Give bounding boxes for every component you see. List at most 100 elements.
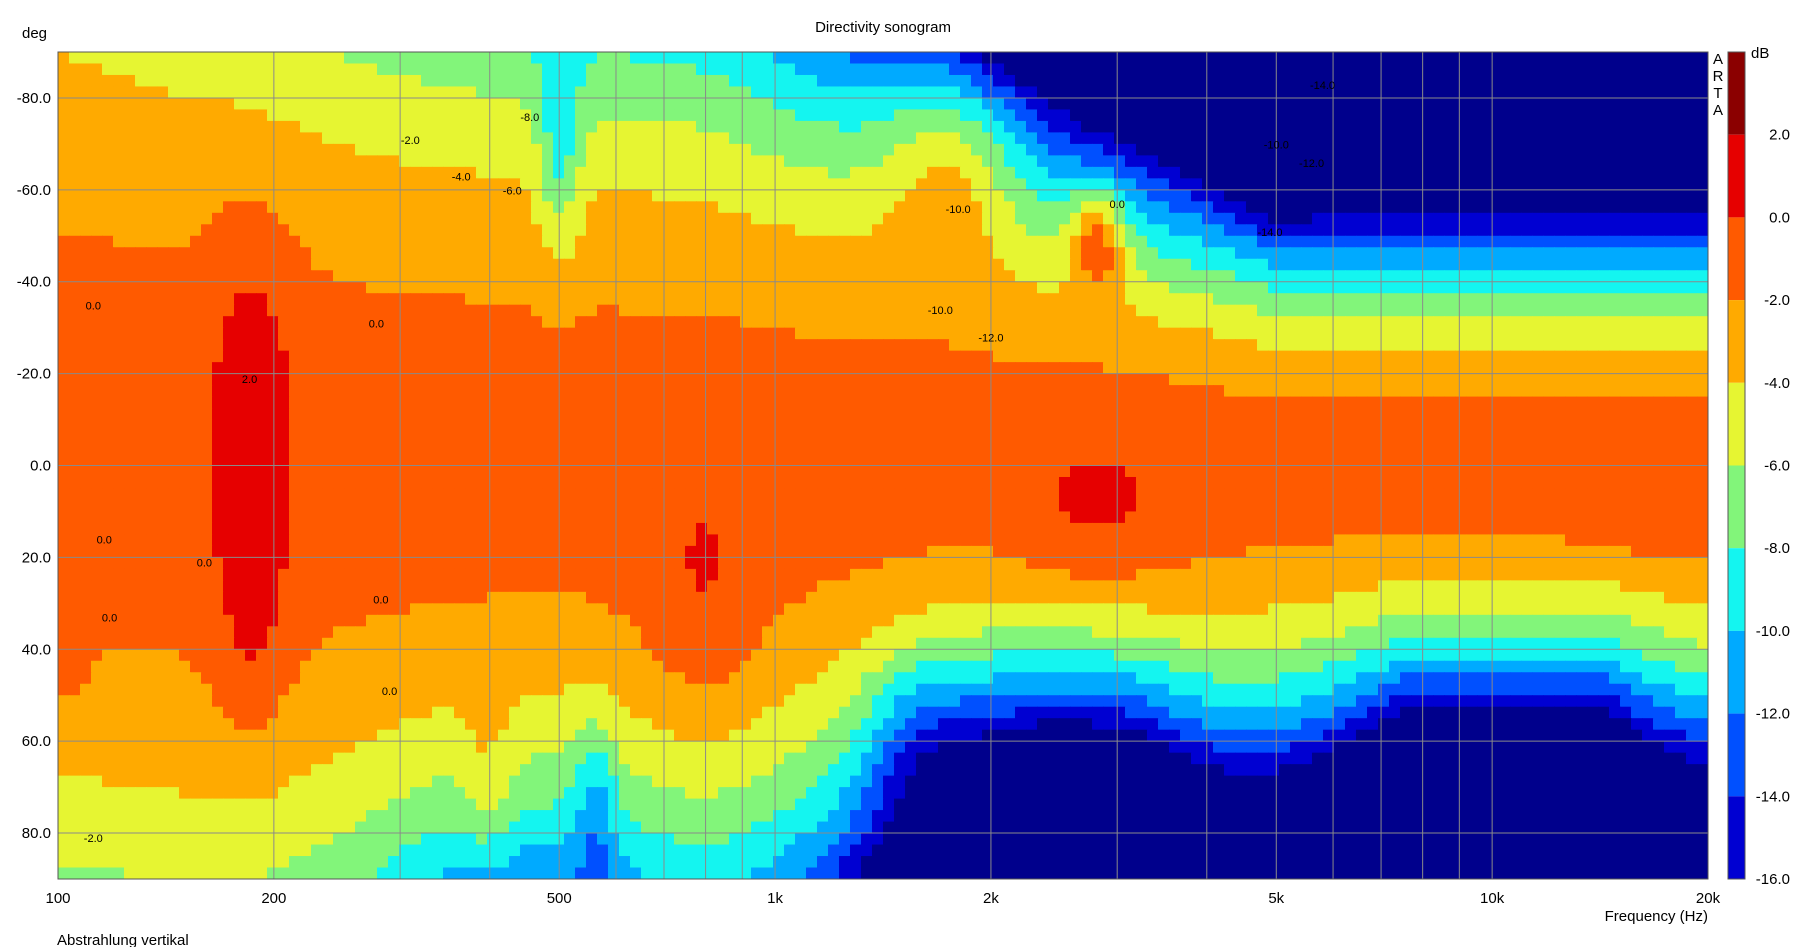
heatmap-cell: [377, 212, 389, 225]
heatmap-cell: [410, 52, 422, 65]
heatmap-cell: [751, 327, 763, 340]
heatmap-cell: [839, 166, 851, 179]
heatmap-cell: [146, 109, 158, 122]
heatmap-cell: [1147, 316, 1159, 329]
heatmap-cell: [322, 52, 334, 65]
heatmap-cell: [333, 327, 345, 340]
heatmap-cell: [619, 247, 631, 260]
heatmap-cell: [883, 155, 895, 168]
heatmap-cell: [1103, 247, 1115, 260]
heatmap-cell: [498, 304, 510, 317]
heatmap-cell: [487, 86, 499, 99]
heatmap-cell: [1576, 97, 1588, 111]
heatmap-cell: [1686, 304, 1698, 317]
heatmap-cell: [1059, 316, 1071, 329]
heatmap-cell: [1048, 109, 1060, 122]
heatmap-cell: [1004, 293, 1016, 306]
heatmap-cell: [509, 178, 521, 191]
heatmap-cell: [1675, 52, 1687, 65]
heatmap-cell: [663, 304, 675, 317]
heatmap-cell: [1279, 155, 1291, 168]
heatmap-cell: [1642, 189, 1654, 202]
heatmap-cell: [674, 281, 686, 294]
heatmap-cell: [1367, 155, 1379, 168]
heatmap-cell: [1048, 235, 1060, 248]
heatmap-cell: [157, 396, 169, 409]
heatmap-cell: [58, 293, 70, 306]
heatmap-cell: [1455, 109, 1467, 122]
heatmap-cell: [740, 86, 752, 99]
heatmap-cell: [1279, 224, 1291, 237]
heatmap-cell: [586, 304, 598, 317]
heatmap-cell: [1411, 327, 1423, 340]
heatmap-cell: [1312, 63, 1324, 76]
heatmap-cell: [1147, 339, 1159, 352]
heatmap-cell: [1367, 109, 1379, 122]
heatmap-cell: [960, 258, 972, 271]
heatmap-cell: [388, 178, 400, 191]
heatmap-cell: [993, 247, 1005, 260]
heatmap-cell: [916, 316, 928, 329]
heatmap-cell: [905, 281, 917, 294]
heatmap-cell: [1576, 304, 1588, 317]
heatmap-cell: [1202, 201, 1214, 214]
heatmap-cell: [542, 143, 554, 156]
heatmap-cell: [1147, 373, 1159, 386]
heatmap-cell: [1609, 212, 1621, 225]
heatmap-cell: [872, 52, 884, 65]
heatmap-cell: [355, 385, 367, 398]
heatmap-cell: [1389, 419, 1401, 432]
heatmap-cell: [762, 316, 774, 329]
heatmap-cell: [1268, 316, 1280, 329]
heatmap-cell: [267, 155, 279, 168]
heatmap-cell: [1477, 63, 1489, 76]
heatmap-cell: [971, 339, 983, 352]
heatmap-cell: [245, 178, 257, 191]
heatmap-cell: [938, 362, 950, 375]
heatmap-cell: [1224, 97, 1236, 111]
heatmap-cell: [476, 270, 488, 283]
heatmap-cell: [1290, 63, 1302, 76]
heatmap-cell: [366, 373, 378, 386]
heatmap-cell: [971, 258, 983, 271]
heatmap-cell: [1004, 74, 1016, 88]
heatmap-cell: [674, 132, 686, 145]
heatmap-cell: [762, 327, 774, 340]
heatmap-cell: [531, 212, 543, 225]
heatmap-cell: [1147, 166, 1159, 179]
heatmap-cell: [1015, 235, 1027, 248]
heatmap-cell: [1422, 350, 1434, 363]
heatmap-cell: [1697, 201, 1708, 214]
heatmap-cell: [267, 385, 279, 398]
heatmap-cell: [1048, 86, 1060, 99]
heatmap-cell: [1609, 350, 1621, 363]
heatmap-cell: [1301, 247, 1313, 260]
heatmap-cell: [399, 212, 411, 225]
heatmap-cell: [1191, 247, 1203, 260]
heatmap-cell: [1334, 316, 1346, 329]
heatmap-cell: [487, 385, 499, 398]
heatmap-cell: [1213, 52, 1225, 65]
heatmap-cell: [872, 327, 884, 340]
heatmap-cell: [443, 178, 455, 191]
heatmap-cell: [69, 431, 81, 444]
heatmap-cell: [124, 304, 136, 317]
heatmap-cell: [982, 316, 994, 329]
heatmap-cell: [872, 143, 884, 156]
heatmap-cell: [1169, 281, 1181, 294]
heatmap-cell: [586, 201, 598, 214]
heatmap-cell: [905, 52, 917, 65]
heatmap-cell: [1235, 86, 1247, 99]
heatmap-cell: [487, 109, 499, 122]
heatmap-cell: [971, 155, 983, 168]
heatmap-cell: [1059, 270, 1071, 283]
heatmap-cell: [91, 304, 103, 317]
heatmap-cell: [1301, 74, 1313, 88]
heatmap-cell: [586, 385, 598, 398]
heatmap-cell: [1147, 178, 1159, 191]
heatmap-cell: [223, 178, 235, 191]
heatmap-cell: [1411, 339, 1423, 352]
heatmap-cell: [1422, 281, 1434, 294]
heatmap-cell: [938, 304, 950, 317]
heatmap-cell: [223, 166, 235, 179]
